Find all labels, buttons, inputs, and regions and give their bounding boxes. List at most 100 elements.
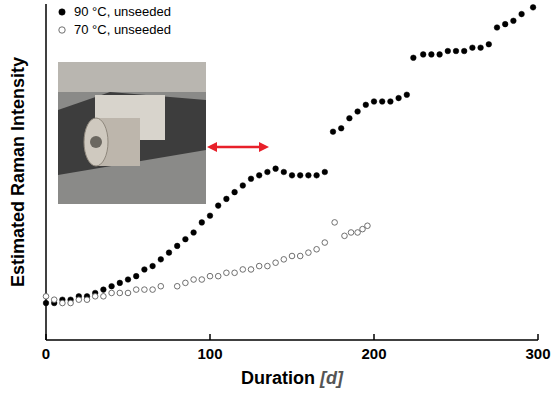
data-point bbox=[60, 300, 66, 306]
data-point bbox=[437, 52, 443, 58]
data-point bbox=[117, 290, 123, 296]
data-point bbox=[125, 277, 131, 283]
data-point bbox=[314, 173, 320, 179]
data-point bbox=[68, 300, 74, 306]
data-point bbox=[183, 236, 189, 242]
data-point bbox=[314, 246, 320, 252]
data-point bbox=[519, 11, 525, 17]
data-point bbox=[240, 183, 246, 189]
data-point bbox=[101, 294, 107, 300]
photo-background bbox=[58, 62, 206, 204]
data-point bbox=[360, 226, 366, 232]
data-point bbox=[411, 55, 417, 61]
data-point bbox=[43, 294, 49, 300]
data-point bbox=[289, 173, 295, 179]
inset-photo bbox=[58, 62, 206, 204]
photo-wall bbox=[58, 62, 206, 92]
data-point bbox=[158, 257, 164, 263]
data-point bbox=[117, 280, 123, 286]
data-point bbox=[183, 280, 189, 286]
x-axis bbox=[46, 339, 538, 341]
data-point bbox=[322, 240, 328, 246]
data-point bbox=[142, 287, 148, 293]
data-point bbox=[348, 230, 354, 236]
data-point bbox=[133, 273, 139, 279]
data-point bbox=[273, 260, 279, 266]
data-point bbox=[355, 230, 361, 236]
data-point bbox=[207, 213, 213, 219]
series bbox=[43, 220, 370, 306]
x-tick-label: 200 bbox=[361, 345, 386, 362]
photo-clamp bbox=[58, 92, 206, 175]
data-point bbox=[332, 220, 338, 226]
data-point bbox=[256, 263, 262, 269]
legend-marker bbox=[59, 27, 65, 33]
x-tick bbox=[373, 334, 375, 340]
data-point bbox=[92, 294, 98, 300]
x-axis-title-unit: [d] bbox=[319, 368, 344, 388]
data-point bbox=[265, 169, 271, 175]
data-point bbox=[420, 52, 426, 58]
photo-cylinder-hole bbox=[90, 136, 102, 148]
data-point bbox=[109, 290, 115, 296]
data-point bbox=[265, 263, 271, 269]
data-point bbox=[330, 129, 336, 135]
x-tick-label: 0 bbox=[42, 345, 50, 362]
y-axis bbox=[45, 4, 47, 340]
data-point bbox=[125, 290, 131, 296]
data-point bbox=[461, 48, 467, 54]
arrow-head bbox=[207, 142, 217, 152]
data-point bbox=[281, 257, 287, 263]
data-point bbox=[502, 21, 508, 27]
data-point bbox=[207, 273, 213, 279]
data-point bbox=[191, 230, 197, 236]
data-point bbox=[215, 203, 221, 209]
data-point bbox=[530, 5, 536, 11]
y-axis-title: Estimated Raman Intensity bbox=[8, 57, 28, 287]
data-point bbox=[470, 45, 476, 51]
data-point bbox=[388, 99, 394, 105]
legend: 90 °C, unseeded70 °C, unseeded bbox=[59, 4, 171, 37]
data-point bbox=[150, 263, 156, 269]
data-point bbox=[306, 250, 312, 256]
data-point bbox=[101, 287, 107, 293]
data-point bbox=[297, 173, 303, 179]
x-tick bbox=[45, 334, 47, 340]
data-point bbox=[256, 173, 262, 179]
data-point bbox=[511, 18, 517, 24]
x-axis-title-part: Duration bbox=[241, 368, 320, 388]
x-tick-label: 100 bbox=[197, 345, 222, 362]
plot-area bbox=[43, 5, 536, 306]
data-point bbox=[453, 48, 459, 54]
data-point bbox=[248, 176, 254, 182]
data-point bbox=[232, 189, 238, 195]
data-point bbox=[240, 267, 246, 273]
data-point bbox=[396, 95, 402, 101]
data-point bbox=[133, 287, 139, 293]
data-point bbox=[166, 250, 172, 256]
data-point bbox=[297, 253, 303, 259]
data-point bbox=[478, 45, 484, 51]
arrow-shaft bbox=[214, 146, 262, 149]
legend-marker bbox=[59, 9, 65, 15]
data-point bbox=[174, 243, 180, 249]
data-point bbox=[84, 297, 90, 303]
data-point bbox=[486, 42, 492, 48]
data-point bbox=[109, 283, 115, 289]
data-point bbox=[355, 109, 361, 115]
data-point bbox=[281, 169, 287, 175]
data-point bbox=[365, 223, 371, 229]
data-point bbox=[322, 169, 328, 175]
data-point bbox=[215, 273, 221, 279]
data-point bbox=[199, 220, 205, 226]
data-point bbox=[338, 126, 344, 132]
data-point bbox=[379, 99, 385, 105]
data-point bbox=[429, 52, 435, 58]
data-point bbox=[347, 115, 353, 121]
data-point bbox=[445, 48, 451, 54]
data-point bbox=[76, 297, 82, 303]
data-point bbox=[273, 166, 279, 172]
data-point bbox=[494, 25, 500, 31]
data-point bbox=[342, 233, 348, 239]
series bbox=[43, 5, 536, 306]
